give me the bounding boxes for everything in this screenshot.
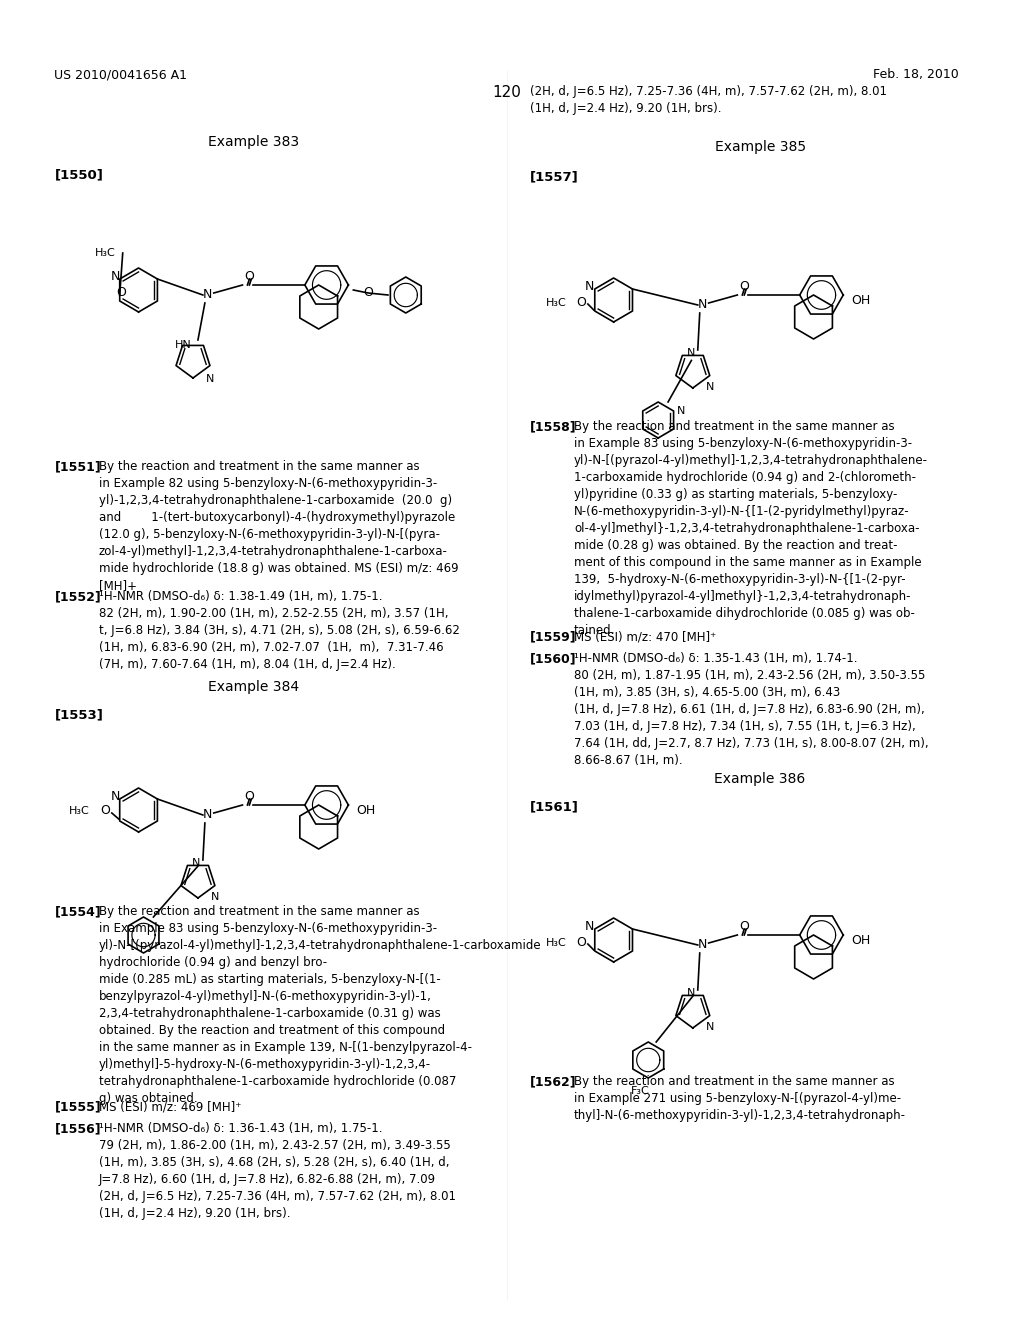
Text: [1559]: [1559] — [529, 630, 577, 643]
Text: Example 383: Example 383 — [208, 135, 299, 149]
Text: [1555]: [1555] — [54, 1100, 101, 1113]
Text: O: O — [245, 791, 254, 804]
Text: HN: HN — [175, 341, 191, 350]
Text: O: O — [245, 271, 254, 284]
Text: O: O — [364, 286, 373, 300]
Text: N: N — [706, 1022, 714, 1031]
Text: H₃C: H₃C — [70, 807, 90, 816]
Text: [1560]: [1560] — [529, 652, 577, 665]
Text: [1552]: [1552] — [54, 590, 101, 603]
Text: F₃C: F₃C — [631, 1086, 649, 1096]
Text: [1550]: [1550] — [54, 168, 103, 181]
Text: N: N — [585, 280, 594, 293]
Text: OH: OH — [356, 804, 376, 817]
Text: O: O — [739, 281, 750, 293]
Text: [1551]: [1551] — [54, 459, 101, 473]
Text: Example 385: Example 385 — [715, 140, 806, 154]
Text: By the reaction and treatment in the same manner as
in Example 82 using 5-benzyl: By the reaction and treatment in the sam… — [99, 459, 459, 591]
Text: ¹H-NMR (DMSO-d₆) δ: 1.36-1.43 (1H, m), 1.75-1.
79 (2H, m), 1.86-2.00 (1H, m), 2.: ¹H-NMR (DMSO-d₆) δ: 1.36-1.43 (1H, m), 1… — [99, 1122, 456, 1220]
Text: N: N — [111, 789, 120, 803]
Text: N: N — [206, 374, 214, 384]
Text: MS (ESI) m/z: 469 [MH]⁺: MS (ESI) m/z: 469 [MH]⁺ — [99, 1100, 242, 1113]
Text: N: N — [677, 407, 685, 416]
Text: Example 384: Example 384 — [208, 680, 299, 694]
Text: H₃C: H₃C — [547, 298, 567, 308]
Text: O: O — [575, 936, 586, 949]
Text: O: O — [117, 286, 127, 300]
Text: O: O — [575, 297, 586, 309]
Text: [1553]: [1553] — [54, 708, 103, 721]
Text: N: N — [687, 348, 695, 359]
Text: N: N — [698, 939, 708, 952]
Text: OH: OH — [851, 293, 870, 306]
Text: By the reaction and treatment in the same manner as
in Example 83 using 5-benzyl: By the reaction and treatment in the sam… — [99, 906, 542, 1105]
Text: [1562]: [1562] — [529, 1074, 577, 1088]
Text: [1558]: [1558] — [529, 420, 577, 433]
Text: [1556]: [1556] — [54, 1122, 101, 1135]
Text: [1554]: [1554] — [54, 906, 101, 917]
Text: N: N — [706, 381, 714, 392]
Text: By the reaction and treatment in the same manner as
in Example 271 using 5-benzy: By the reaction and treatment in the sam… — [574, 1074, 906, 1122]
Text: [1557]: [1557] — [529, 170, 579, 183]
Text: N: N — [687, 989, 695, 998]
Text: H₃C: H₃C — [547, 939, 567, 948]
Text: ¹H-NMR (DMSO-d₆) δ: 1.38-1.49 (1H, m), 1.75-1.
82 (2H, m), 1.90-2.00 (1H, m), 2.: ¹H-NMR (DMSO-d₆) δ: 1.38-1.49 (1H, m), 1… — [99, 590, 460, 671]
Text: N: N — [211, 891, 219, 902]
Text: Feb. 18, 2010: Feb. 18, 2010 — [873, 69, 959, 81]
Text: By the reaction and treatment in the same manner as
in Example 83 using 5-benzyl: By the reaction and treatment in the sam… — [574, 420, 928, 638]
Text: US 2010/0041656 A1: US 2010/0041656 A1 — [54, 69, 187, 81]
Text: 120: 120 — [493, 84, 521, 100]
Text: H₃C: H₃C — [95, 248, 116, 257]
Text: Example 386: Example 386 — [715, 772, 806, 785]
Text: ¹H-NMR (DMSO-d₆) δ: 1.35-1.43 (1H, m), 1.74-1.
80 (2H, m), 1.87-1.95 (1H, m), 2.: ¹H-NMR (DMSO-d₆) δ: 1.35-1.43 (1H, m), 1… — [574, 652, 929, 767]
Text: OH: OH — [851, 933, 870, 946]
Text: N: N — [111, 271, 120, 282]
Text: N: N — [203, 808, 213, 821]
Text: N: N — [193, 858, 201, 869]
Text: [1561]: [1561] — [529, 800, 579, 813]
Text: O: O — [739, 920, 750, 933]
Text: N: N — [698, 298, 708, 312]
Text: N: N — [585, 920, 594, 932]
Text: (2H, d, J=6.5 Hz), 7.25-7.36 (4H, m), 7.57-7.62 (2H, m), 8.01
(1H, d, J=2.4 Hz),: (2H, d, J=6.5 Hz), 7.25-7.36 (4H, m), 7.… — [529, 84, 887, 115]
Text: N: N — [203, 289, 213, 301]
Text: O: O — [100, 804, 110, 817]
Text: MS (ESI) m/z: 470 [MH]⁺: MS (ESI) m/z: 470 [MH]⁺ — [574, 630, 717, 643]
